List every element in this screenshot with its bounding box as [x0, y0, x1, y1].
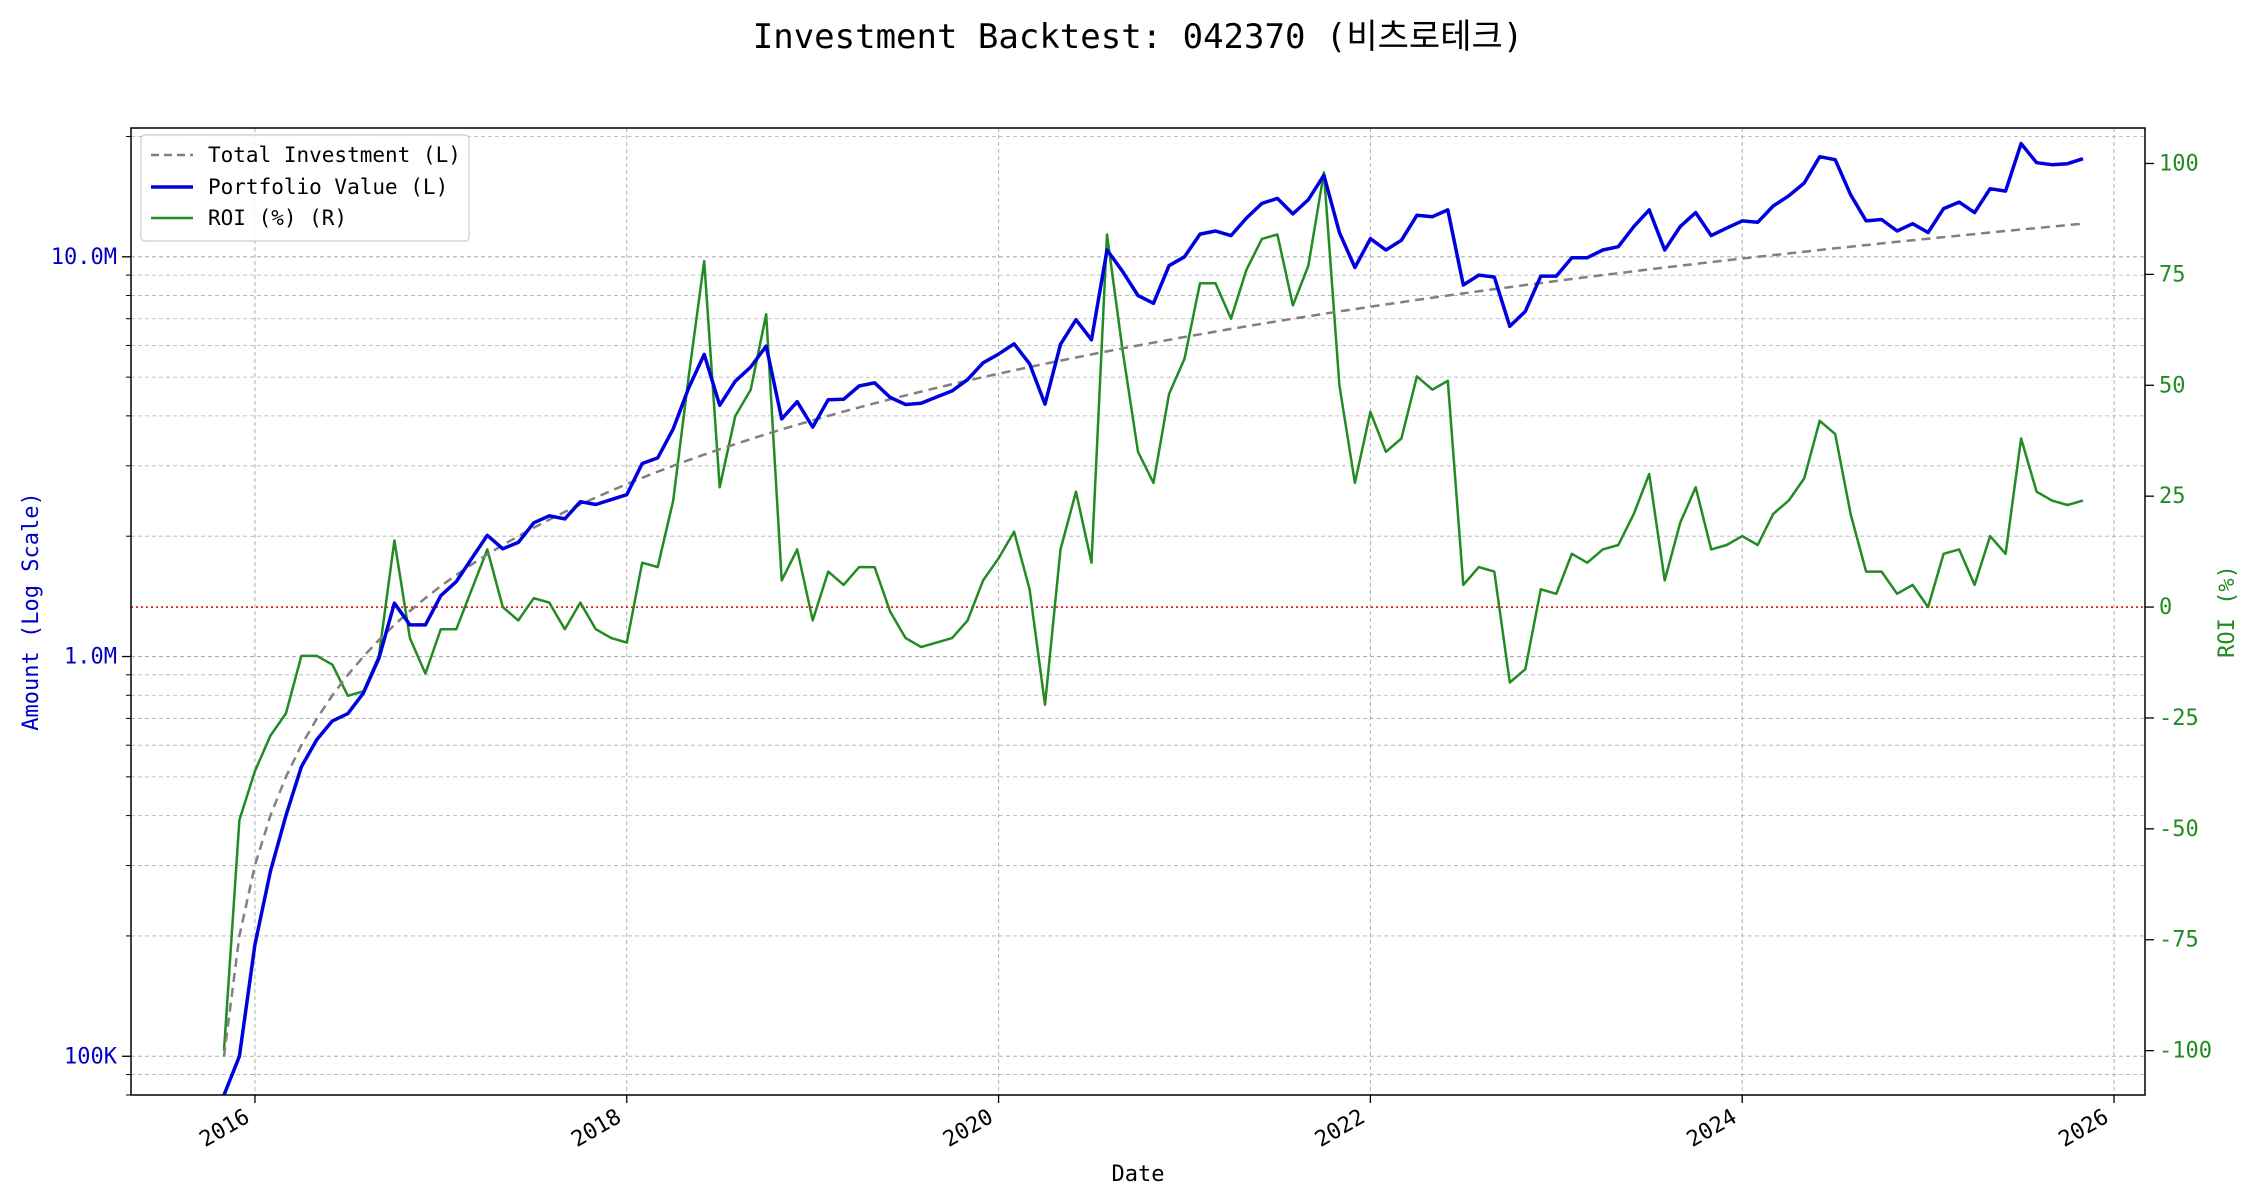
series-portfolio-value	[222, 141, 2084, 1096]
x-tick-label: 2020	[939, 1105, 997, 1153]
legend-label-investment: Total Investment (L)	[208, 143, 461, 167]
x-axis-label: Date	[1112, 1162, 1165, 1187]
left-tick-label: 1.0M	[64, 645, 117, 670]
x-tick-label: 2018	[567, 1105, 625, 1153]
left-tick-label: 10.0M	[51, 245, 117, 270]
series-roi	[222, 171, 2084, 1051]
x-tick-label: 2016	[196, 1105, 254, 1153]
grid	[131, 128, 2145, 1096]
legend-label-roi: ROI (%) (R)	[208, 206, 347, 230]
right-tick-label: 75	[2159, 262, 2186, 287]
plot-frame	[130, 127, 2146, 1096]
right-axis-label: ROI (%)	[2215, 565, 2240, 658]
x-axis-ticks: 2016 2018 2020 2022 2024 2026	[196, 1095, 2115, 1153]
plot-series	[222, 141, 2084, 1096]
right-tick-label: -100	[2159, 1039, 2212, 1064]
right-axis-ticks: -100 -75 -50 -25 0 25 50 75 100	[2145, 151, 2212, 1064]
legend-label-portfolio: Portfolio Value (L)	[208, 175, 448, 199]
legend-box	[140, 134, 470, 242]
right-tick-label: -25	[2159, 706, 2199, 731]
x-tick-label: 2024	[1683, 1105, 1741, 1153]
right-tick-label: 50	[2159, 373, 2186, 398]
left-axis-ticks: 100K 1.0M 10.0M	[51, 135, 131, 1096]
chart-title: Investment Backtest: 042370 (비츠로테크)	[753, 17, 1524, 57]
left-tick-label: 100K	[64, 1044, 118, 1069]
x-tick-label: 2026	[2055, 1105, 2113, 1153]
right-tick-label: -50	[2159, 817, 2199, 842]
left-axis-label: Amount (Log Scale)	[19, 492, 44, 730]
series-total-investment	[222, 222, 2084, 1057]
right-tick-label: 100	[2159, 151, 2199, 176]
right-tick-label: 0	[2159, 595, 2172, 620]
right-tick-label: -75	[2159, 928, 2199, 953]
legend: Total Investment (L) Portfolio Value (L)…	[140, 134, 470, 242]
x-tick-label: 2022	[1311, 1105, 1369, 1153]
right-tick-label: 25	[2159, 484, 2186, 509]
